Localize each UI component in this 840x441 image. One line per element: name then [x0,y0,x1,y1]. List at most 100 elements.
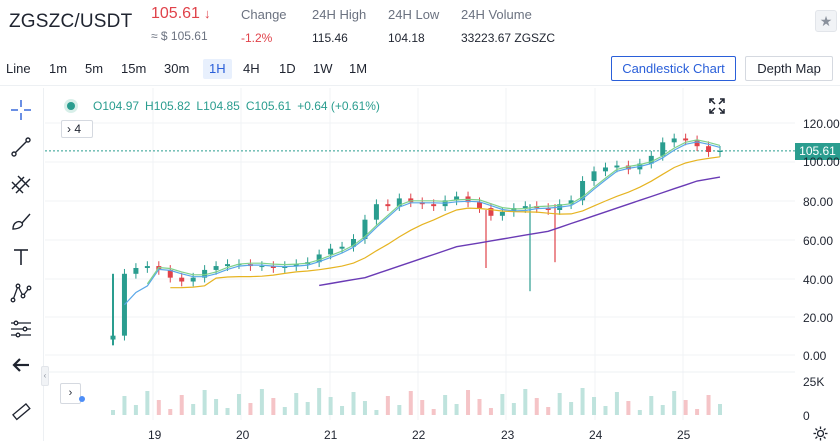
candle-body [373,204,379,220]
candle-body [717,150,723,152]
timeframe-4h[interactable]: 4H [243,61,260,76]
multi-line-tool[interactable] [8,171,34,197]
volume-bar [454,404,459,415]
candle-body [396,198,402,207]
timeframe-5m[interactable]: 5m [85,61,104,76]
crosshair-icon [11,100,31,120]
x-tick-label: 23 [501,428,515,441]
pattern-tool[interactable] [8,280,34,306]
volume-bar [488,408,493,415]
ma-line-green [146,139,721,285]
price-usd: ≈ $ 105.61 [151,29,208,43]
candle-body [625,165,631,170]
volume-bar [168,409,173,415]
candle-body [328,248,334,255]
fullscreen-icon[interactable] [708,97,726,115]
settings-gear-icon[interactable] [813,426,828,441]
y-tick-label: 20.00 [803,311,834,325]
crosshair-tool[interactable] [8,97,34,123]
brush-tool[interactable] [8,208,34,234]
volume-bar [706,395,711,415]
volume-bar [626,401,631,415]
volume-bar [133,405,138,415]
price-block: 105.61 ↓ ≈ $ 105.61 [151,5,210,43]
back-arrow-icon [12,358,29,372]
indicator-collapse-button[interactable]: › 4 [61,120,93,138]
indicator-count: 4 [74,122,82,136]
volume-bar [592,397,597,415]
trend-line-icon [11,137,31,157]
volume-bar [557,393,562,415]
tools-collapse-tab[interactable]: ‹ [41,366,49,386]
candle-body [476,202,482,209]
volume-bar [191,404,196,415]
volume-tick-label: 0 [803,409,810,423]
legend-low: L104.85 [196,99,240,113]
volume-bar [397,405,402,415]
price-down-arrow-icon: ↓ [203,6,211,21]
candle-body [362,219,368,239]
timeframe-1h[interactable]: 1H [203,59,232,79]
stat-value: 33223.67 ZGSZC [461,31,556,45]
candle-body [144,266,150,268]
candlestick-chart-button[interactable]: Candlestick Chart [611,56,736,81]
trend-line-tool[interactable] [8,134,34,160]
volume-bar [534,398,539,415]
volume-bar [637,410,642,415]
volume-bar [718,404,722,415]
candle-body [270,266,276,268]
volume-bar [305,402,310,415]
depth-map-button[interactable]: Depth Map [745,56,833,81]
timeframe-30m[interactable]: 30m [164,61,190,76]
volume-bar [111,410,115,415]
candle-body [511,208,517,212]
volume-bar [511,403,516,415]
volume-bar [477,399,482,415]
brush-icon [12,213,31,230]
volume-indicator-dot [79,396,85,402]
timeframe-1m-month[interactable]: 1M [349,61,368,76]
timeframe-15m[interactable]: 15m [121,61,147,76]
stat-24h-high: 24H High 115.46 [312,7,366,45]
candle-body [213,266,219,270]
volume-bar [603,406,608,415]
multi-line-icon [11,175,31,194]
candle-body [660,142,666,156]
volume-bar [660,405,665,415]
volume-bar [202,390,207,415]
volume-bar [523,389,528,415]
candle-body [133,268,139,274]
stat-value: -1.2% [241,31,273,45]
back-tool[interactable] [8,352,34,378]
price-chart[interactable] [45,88,840,441]
ruler-icon [12,403,31,421]
stat-change: Change -1.2% [241,7,287,45]
timeframe-1d[interactable]: 1D [279,61,296,76]
last-price-tag: 105.61 [795,143,840,160]
volume-bar [259,389,264,415]
x-tick-label: 21 [324,428,338,441]
candle-body [454,196,460,201]
stat-value: 104.18 [388,31,425,45]
timeframe-1m[interactable]: 1m [49,61,68,76]
text-tool[interactable] [8,244,34,270]
timeframe-line[interactable]: Line [6,61,31,76]
candle-body [190,277,196,282]
favorite-button[interactable]: ★ [815,10,837,32]
volume-bar [236,394,241,415]
ruler-tool[interactable] [8,399,34,425]
timeframe-1w[interactable]: 1W [313,61,333,76]
legend-close: C105.61 [245,99,292,113]
last-price: 105.61 ↓ [151,5,210,23]
stat-value: 115.46 [312,31,348,45]
volume-bar [340,406,345,415]
fib-tool[interactable] [8,316,34,342]
stat-24h-volume: 24H Volume 33223.67 ZGSZC [461,7,555,45]
volume-bar [225,408,230,415]
candle-body [706,146,712,152]
trading-pair[interactable]: ZGSZC/USDT [9,11,133,32]
volume-collapse-button[interactable]: › [60,383,81,404]
candle-body [488,208,494,216]
candle-body [121,273,127,336]
volume-bar [649,396,654,415]
